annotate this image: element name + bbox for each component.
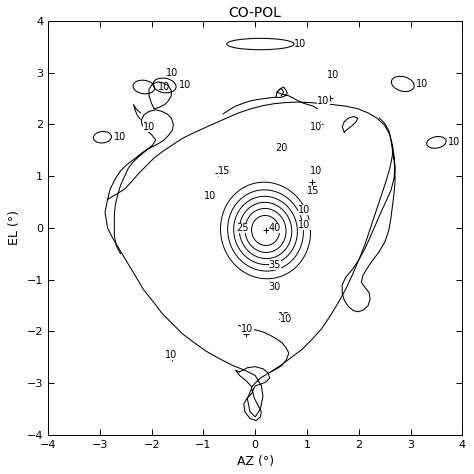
Text: 15: 15 — [277, 312, 290, 322]
Text: 10: 10 — [165, 350, 177, 360]
Text: 15: 15 — [218, 166, 230, 176]
Text: 10: 10 — [179, 81, 191, 91]
Text: 10: 10 — [203, 191, 216, 201]
Text: 10: 10 — [416, 79, 428, 89]
Text: 10: 10 — [318, 96, 329, 106]
Text: 10: 10 — [294, 39, 306, 49]
Text: 25: 25 — [236, 223, 248, 233]
Text: 10: 10 — [298, 205, 310, 215]
Text: 30: 30 — [269, 283, 281, 292]
Text: 10: 10 — [310, 166, 322, 176]
Text: 20: 20 — [275, 143, 287, 153]
Text: 10: 10 — [327, 70, 339, 80]
Text: 10: 10 — [158, 82, 170, 92]
Y-axis label: EL (°): EL (°) — [8, 210, 21, 246]
Text: 10: 10 — [310, 122, 322, 132]
Text: 10: 10 — [241, 324, 254, 334]
Text: 10: 10 — [448, 137, 460, 147]
Text: 40: 40 — [269, 223, 281, 233]
Text: 10: 10 — [114, 132, 127, 142]
Text: 10: 10 — [280, 313, 292, 323]
Text: 35: 35 — [269, 260, 281, 270]
Title: CO-POL: CO-POL — [229, 6, 282, 19]
Text: 10: 10 — [166, 67, 178, 78]
Text: 10: 10 — [143, 122, 155, 132]
X-axis label: AZ (°): AZ (°) — [237, 456, 274, 468]
Text: 15: 15 — [307, 186, 319, 196]
Text: 10: 10 — [298, 220, 310, 230]
